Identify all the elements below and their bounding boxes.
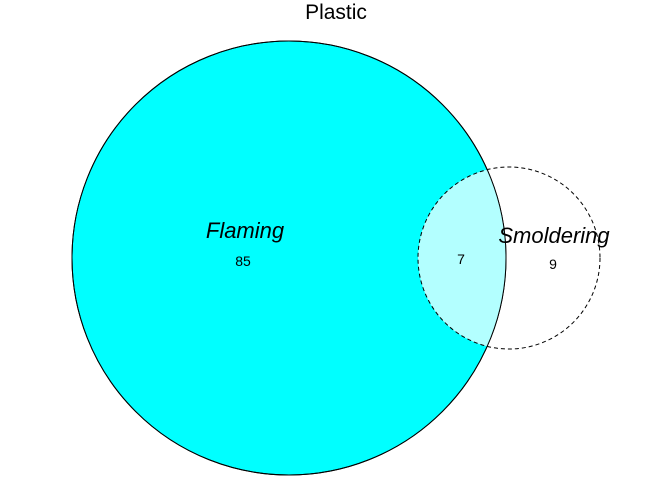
set-flaming-label: Flaming — [206, 218, 285, 243]
diagram-title: Plastic — [305, 1, 367, 24]
intersection-region — [418, 167, 506, 349]
flaming-only-count: 85 — [235, 253, 251, 269]
set-smoldering-label: Smoldering — [498, 223, 610, 248]
intersection-count: 7 — [457, 251, 465, 267]
smoldering-only-count: 9 — [549, 256, 557, 272]
set-smoldering-circle — [417, 166, 601, 350]
set-flaming-outline — [71, 40, 507, 476]
